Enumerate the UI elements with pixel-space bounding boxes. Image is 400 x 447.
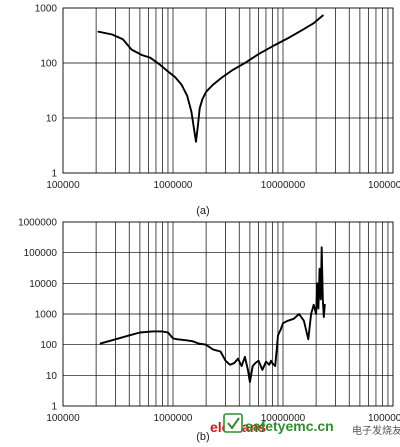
x-tick-label: 100000000 [368, 413, 400, 424]
y-tick-label: 1 [51, 402, 57, 413]
y-tick-label: 1000 [35, 310, 58, 321]
x-tick-label: 100000 [46, 413, 80, 424]
y-tick-label: 10 [46, 371, 58, 382]
chart-b-gridlines [63, 222, 393, 406]
chart-b-series-line [99, 246, 326, 384]
chart-b-y-tick-labels: 1 10 100 1000 10000 100000 1000000 [18, 218, 57, 413]
y-tick-label: 10 [46, 114, 58, 125]
y-tick-label: 10000 [29, 279, 57, 290]
chart-a-series-line [97, 14, 324, 143]
y-tick-label: 100000 [24, 248, 58, 259]
y-tick-label: 1000000 [18, 218, 57, 229]
x-tick-label: 10000000 [261, 180, 306, 191]
chart-a-x-tick-labels: 100000 1000000 10000000 100000000 [46, 180, 400, 191]
chart-b-x-tick-labels: 100000 1000000 10000000 100000000 [46, 413, 400, 424]
chart-a-gridlines [63, 8, 393, 173]
chart-b-caption: (b) [196, 431, 209, 443]
chart-b-plot-frame [62, 221, 394, 407]
y-tick-label: 100 [40, 340, 57, 351]
chart-a-y-tick-labels: 1 10 100 1000 [35, 4, 58, 180]
y-tick-label: 1000 [35, 4, 58, 15]
chart-a: 1 10 100 1000 100000 1000000 10000000 10000000… [35, 4, 400, 218]
x-tick-label: 10000000 [261, 413, 306, 424]
watermark-site: safetyemc.cn [245, 418, 334, 434]
x-tick-label: 1000000 [154, 180, 193, 191]
x-tick-label: 100000 [46, 180, 80, 191]
x-tick-label: 100000000 [368, 180, 400, 191]
x-tick-label: 1000000 [154, 413, 193, 424]
watermark: elecfans safetyemc.cn 电子发烧友 [210, 413, 400, 437]
y-tick-label: 1 [51, 169, 57, 180]
safety-shield-icon [223, 413, 243, 433]
chart-a-caption: (a) [196, 205, 209, 217]
chart-a-plot-frame [62, 7, 394, 174]
watermark-trailing-text: 电子发烧友 [352, 424, 400, 437]
y-tick-label: 100 [40, 59, 57, 70]
